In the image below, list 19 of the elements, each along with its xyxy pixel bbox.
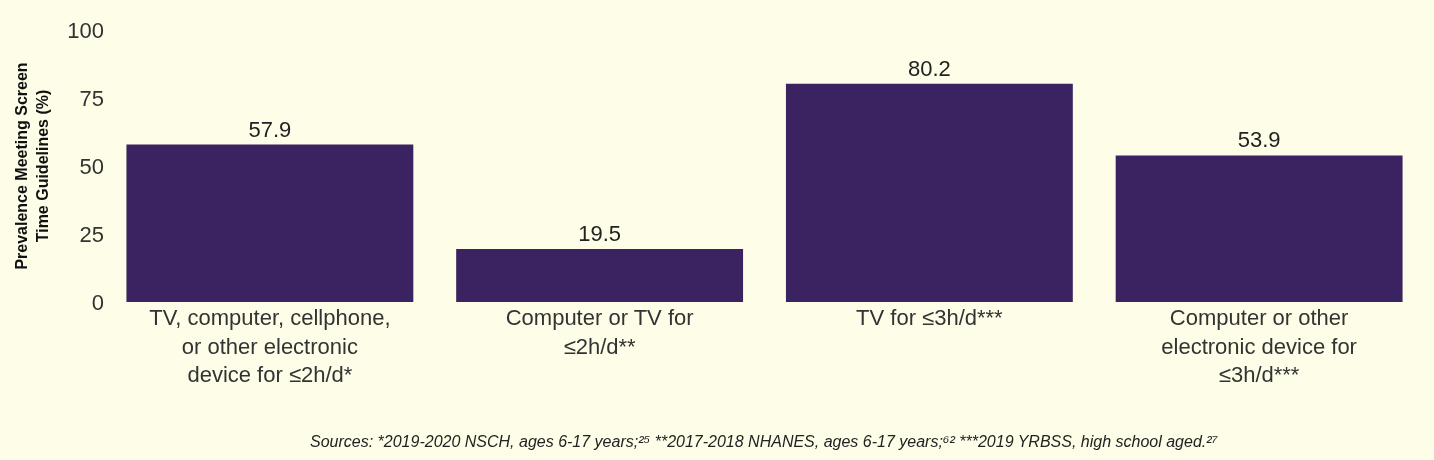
data-label: 57.9 [248,116,292,142]
x-tick-label: Computer or TV for ≤2h/d** [505,305,694,359]
bar [456,248,744,302]
data-label: 19.5 [578,220,622,246]
x-tick-label: Computer or other electronic device for ≤3h/d*** [1161,305,1357,388]
y-tick-label: 75 [79,85,104,111]
y-axis-title: Prevalence Meeting Screen Time Guidelines (%) [13,62,52,270]
x-tick-label: TV for ≤3h/d*** [856,305,1004,330]
data-label: 53.9 [1237,127,1281,153]
bar [1115,155,1403,302]
y-tick-label: 100 [67,17,104,43]
y-tick-label: 50 [79,153,104,179]
y-tick-label: 0 [91,289,104,315]
bar [126,144,414,302]
data-label: 80.2 [907,55,951,81]
bar [785,83,1073,302]
x-tick-label: TV, computer, cellphone, or other electronic device for ≤2h/d* [149,305,391,388]
source-note: Sources: *2019-2020 NSCH, ages 6-17 years;²⁵ **2017-2018 NHANES, ages 6-17 years;⁶² ***2019 YRBSS, high school aged.²⁷ [310,433,1219,450]
y-tick-label: 25 [79,221,104,247]
